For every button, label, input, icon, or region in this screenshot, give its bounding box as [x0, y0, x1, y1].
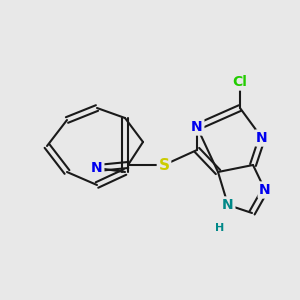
Text: N: N	[222, 198, 234, 212]
Text: N: N	[191, 120, 203, 134]
Text: Cl: Cl	[232, 75, 247, 89]
Text: H: H	[215, 223, 225, 233]
Text: S: S	[158, 158, 169, 172]
Text: N: N	[91, 161, 103, 175]
Text: N: N	[259, 183, 271, 197]
Text: N: N	[256, 131, 268, 145]
